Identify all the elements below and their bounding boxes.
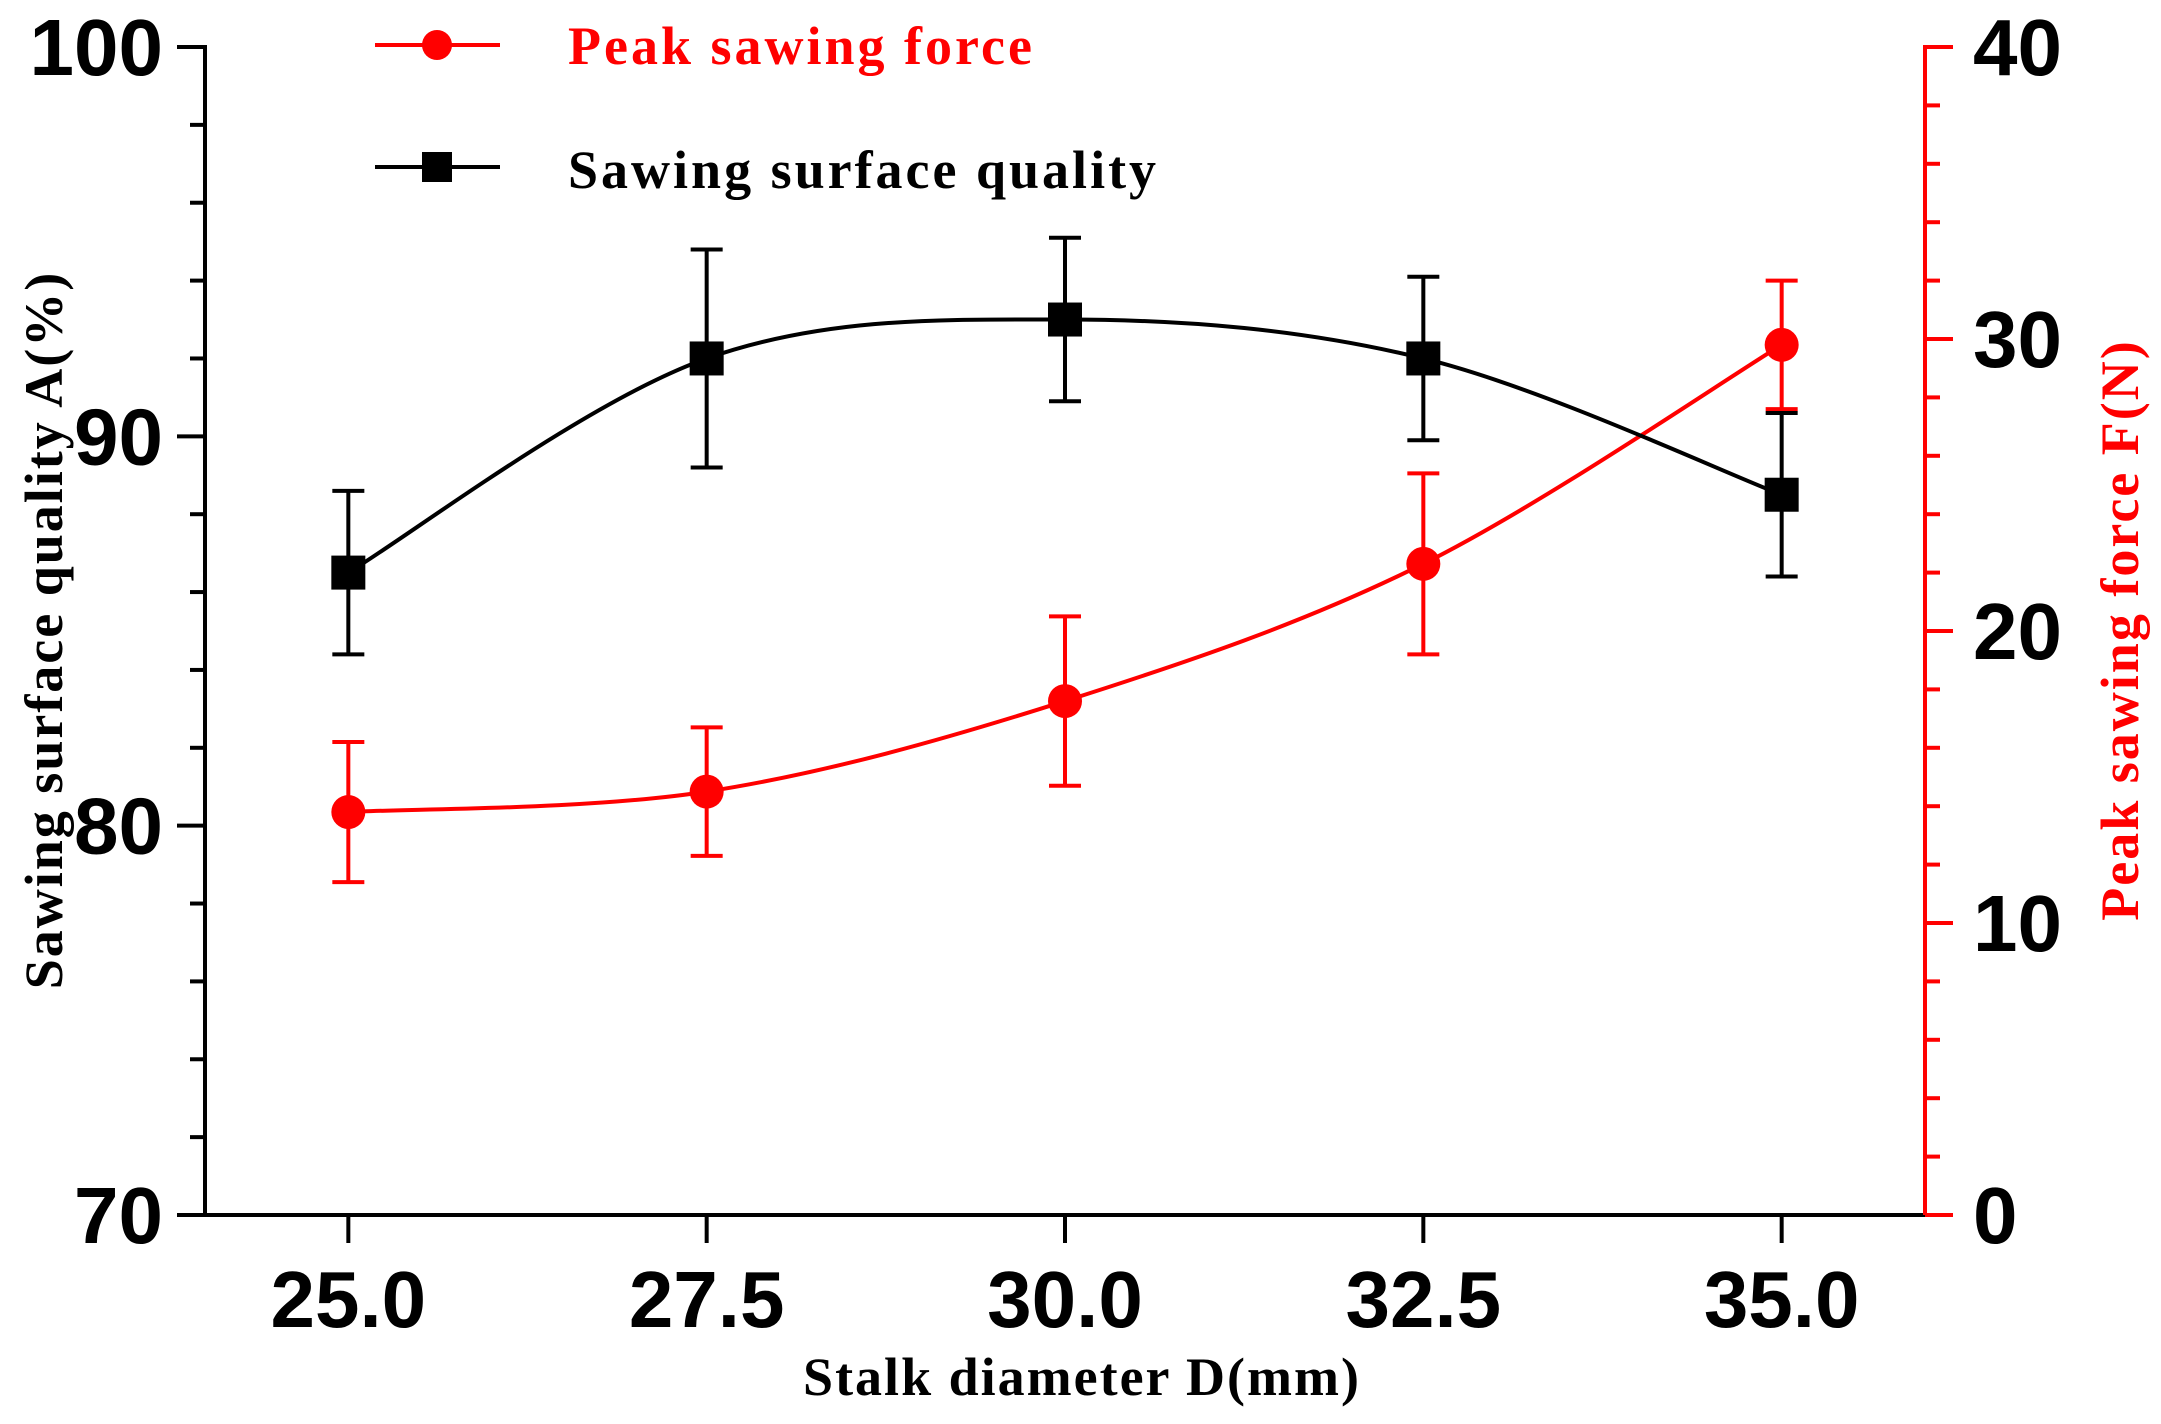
y-left-tick-label: 80 xyxy=(74,782,163,871)
x-tick-label: 27.5 xyxy=(629,1255,785,1344)
data-point-sawing-surface-quality xyxy=(1048,302,1082,337)
data-point-peak-sawing-force xyxy=(1048,684,1082,719)
data-point-peak-sawing-force xyxy=(689,774,724,809)
data-point-sawing-surface-quality xyxy=(331,555,366,590)
y-right-tick-label: 30 xyxy=(1973,295,2062,384)
y-right-tick-label: 0 xyxy=(1973,1171,2018,1260)
y-right-tick-label: 40 xyxy=(1973,3,2062,92)
legend-marker-sawing-surface-quality xyxy=(422,152,452,182)
x-tick-label: 32.5 xyxy=(1345,1255,1501,1344)
data-point-peak-sawing-force xyxy=(331,795,366,830)
legend-label-sawing-surface-quality: Sawing surface quality xyxy=(568,140,1159,200)
y-right-tick-label: 20 xyxy=(1973,587,2062,676)
axes-layer: 70 80 90 100 0 10 20 30 40 25.0 27.5 30.0 32.5 35.0 xyxy=(30,3,2062,1344)
y-left-tick-label: 100 xyxy=(30,3,163,92)
data-point-peak-sawing-force xyxy=(1406,546,1441,581)
series-layer xyxy=(331,235,1799,885)
x-tick-label: 25.0 xyxy=(270,1255,426,1344)
data-point-sawing-surface-quality xyxy=(1764,477,1799,512)
y-axis-right-title: Peak sawing force F(N) xyxy=(2090,339,2150,920)
legend: Peak sawing force Sawing surface quality xyxy=(375,16,1159,200)
legend-marker-peak-sawing-force xyxy=(422,30,452,60)
data-point-sawing-surface-quality xyxy=(1406,341,1441,376)
y-left-tick-label: 70 xyxy=(74,1171,163,1260)
data-point-peak-sawing-force xyxy=(1764,327,1799,362)
y-right-tick-label: 10 xyxy=(1973,879,2062,968)
y-left-tick-label: 90 xyxy=(74,392,163,481)
legend-label-peak-sawing-force: Peak sawing force xyxy=(568,16,1035,76)
x-tick-label: 30.0 xyxy=(987,1255,1143,1344)
x-tick-label: 35.0 xyxy=(1704,1255,1860,1344)
data-point-sawing-surface-quality xyxy=(689,341,724,376)
x-axis-title: Stalk diameter D(mm) xyxy=(803,1347,1361,1407)
y-axis-left-title: Sawing surface quality A(%) xyxy=(14,271,74,990)
